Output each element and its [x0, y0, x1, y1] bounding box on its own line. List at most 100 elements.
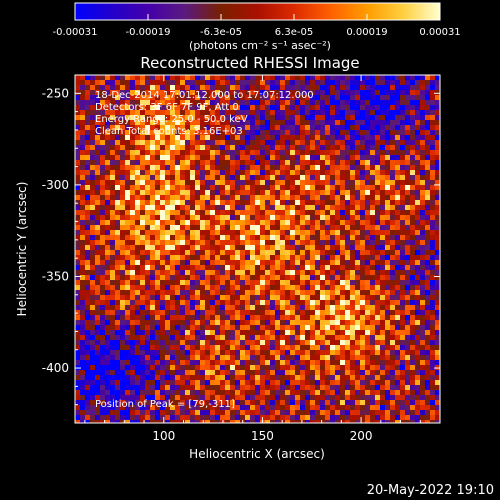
- heatmap-cell: [280, 195, 286, 201]
- heatmap-cell: [125, 190, 131, 196]
- heatmap-cell: [130, 290, 136, 296]
- heatmap-cell: [135, 365, 141, 371]
- heatmap-cell: [265, 180, 271, 186]
- heatmap-cell: [80, 200, 86, 206]
- heatmap-cell: [405, 150, 411, 156]
- heatmap-cell: [340, 245, 346, 251]
- heatmap-cell: [340, 185, 346, 191]
- heatmap-cell: [245, 340, 251, 346]
- heatmap-cell: [260, 80, 266, 86]
- heatmap-cell: [145, 395, 151, 401]
- heatmap-cell: [195, 320, 201, 326]
- heatmap-cell: [365, 255, 371, 261]
- heatmap-cell: [340, 190, 346, 196]
- heatmap-cell: [390, 320, 396, 326]
- heatmap-cell: [435, 285, 440, 291]
- heatmap-cell: [210, 245, 216, 251]
- heatmap-cell: [175, 150, 181, 156]
- heatmap-cell: [215, 305, 221, 311]
- heatmap-cell: [270, 220, 276, 226]
- heatmap-cell: [250, 265, 256, 271]
- heatmap-cell: [85, 115, 91, 121]
- heatmap-cell: [200, 165, 206, 171]
- heatmap-cell: [375, 235, 381, 241]
- heatmap-cell: [425, 95, 431, 101]
- heatmap-cell: [300, 315, 306, 321]
- heatmap-cell: [80, 135, 86, 141]
- heatmap-cell: [380, 315, 386, 321]
- heatmap-cell: [290, 290, 296, 296]
- heatmap-cell: [260, 205, 266, 211]
- heatmap-cell: [195, 370, 201, 376]
- heatmap-cell: [375, 165, 381, 171]
- heatmap-cell: [375, 395, 381, 401]
- heatmap-cell: [200, 270, 206, 276]
- heatmap-cell: [370, 210, 376, 216]
- heatmap-cell: [80, 325, 86, 331]
- heatmap-cell: [265, 190, 271, 196]
- heatmap-cell: [285, 265, 291, 271]
- heatmap-cell: [415, 390, 421, 396]
- heatmap-cell: [395, 125, 401, 131]
- heatmap-cell: [135, 355, 141, 361]
- heatmap-cell: [170, 270, 176, 276]
- heatmap-cell: [240, 400, 246, 406]
- heatmap-cell: [100, 260, 106, 266]
- heatmap-cell: [255, 130, 261, 136]
- heatmap-cell: [100, 135, 106, 141]
- heatmap-cell: [205, 270, 211, 276]
- heatmap-cell: [320, 350, 326, 356]
- heatmap-cell: [390, 120, 396, 126]
- heatmap-cell: [295, 130, 301, 136]
- heatmap-cell: [375, 90, 381, 96]
- heatmap-cell: [185, 75, 191, 81]
- heatmap-cell: [170, 130, 176, 136]
- heatmap-cell: [380, 250, 386, 256]
- heatmap-cell: [420, 205, 426, 211]
- heatmap-cell: [265, 85, 271, 91]
- heatmap-cell: [75, 320, 81, 326]
- heatmap-cell: [380, 180, 386, 186]
- heatmap-cell: [235, 120, 241, 126]
- heatmap-cell: [385, 295, 391, 301]
- heatmap-cell: [260, 175, 266, 181]
- heatmap-cell: [270, 295, 276, 301]
- heatmap-cell: [340, 105, 346, 111]
- heatmap-cell: [310, 400, 316, 406]
- heatmap-cell: [85, 265, 91, 271]
- heatmap-cell: [215, 280, 221, 286]
- heatmap-cell: [435, 390, 440, 396]
- heatmap-cell: [350, 150, 356, 156]
- heatmap-cell: [345, 130, 351, 136]
- heatmap-cell: [235, 260, 241, 266]
- heatmap-cell: [240, 275, 246, 281]
- heatmap-cell: [415, 180, 421, 186]
- heatmap-cell: [350, 365, 356, 371]
- heatmap-cell: [410, 265, 416, 271]
- heatmap-cell: [265, 340, 271, 346]
- heatmap-cell: [245, 155, 251, 161]
- heatmap-cell: [285, 190, 291, 196]
- heatmap-cell: [300, 310, 306, 316]
- heatmap-cell: [185, 250, 191, 256]
- heatmap-cell: [200, 130, 206, 136]
- heatmap-cell: [105, 155, 111, 161]
- heatmap-cell: [210, 295, 216, 301]
- heatmap-cell: [125, 230, 131, 236]
- heatmap-cell: [375, 245, 381, 251]
- heatmap-cell: [390, 330, 396, 336]
- heatmap-cell: [195, 100, 201, 106]
- heatmap-cell: [370, 235, 376, 241]
- heatmap-cell: [105, 380, 111, 386]
- heatmap-cell: [340, 135, 346, 141]
- heatmap-cell: [100, 385, 106, 391]
- heatmap-cell: [95, 100, 101, 106]
- heatmap-cell: [240, 90, 246, 96]
- heatmap-cell: [220, 315, 226, 321]
- heatmap-cell: [420, 155, 426, 161]
- heatmap-cell: [155, 90, 161, 96]
- heatmap-cell: [220, 360, 226, 366]
- heatmap-cell: [130, 345, 136, 351]
- heatmap-cell: [355, 370, 361, 376]
- heatmap-cell: [155, 260, 161, 266]
